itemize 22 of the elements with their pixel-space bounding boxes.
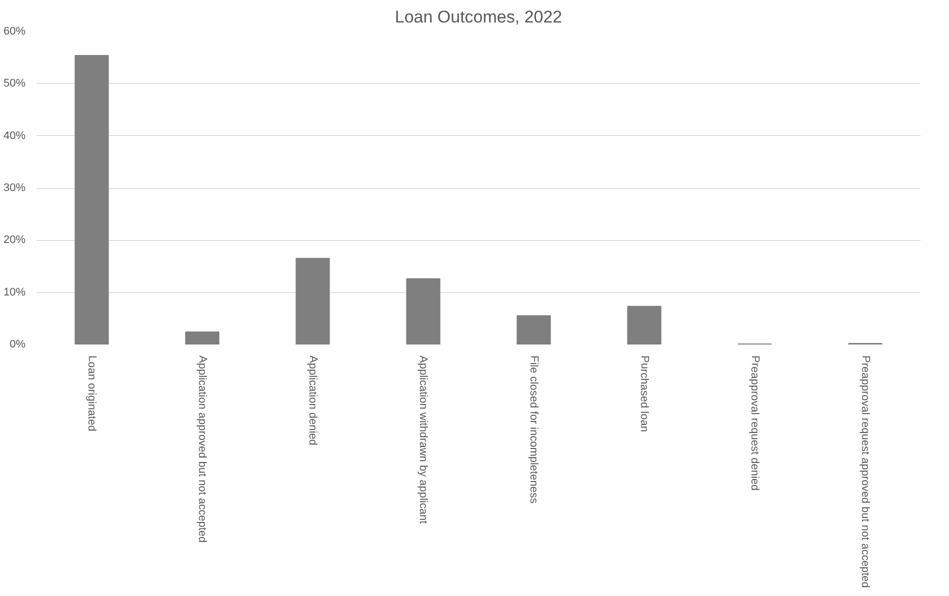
x-tick-label: Preapproval request approved but not accepted — [859, 356, 872, 588]
x-tick-label: Application withdrawn by applicant — [417, 356, 430, 524]
y-tick-label: 0% — [10, 338, 26, 350]
x-tick-label: Preapproval request denied — [748, 356, 761, 491]
x-tick-label: Purchased loan — [638, 356, 650, 432]
y-tick-label: 20% — [3, 234, 26, 246]
bar — [627, 306, 662, 344]
y-tick-label: 10% — [3, 286, 26, 298]
y-tick-label: 60% — [3, 26, 26, 38]
y-tick-label: 50% — [3, 78, 26, 90]
bar — [516, 315, 551, 344]
bar — [406, 278, 440, 344]
x-tick-label: Loan originated — [86, 356, 98, 432]
chart-title: Loan Outcomes, 2022 — [394, 8, 562, 26]
x-tick-label: File closed for incompleteness — [528, 356, 540, 504]
x-tick-label: Application approved but not accepted — [196, 356, 208, 543]
y-tick-label: 30% — [3, 182, 26, 194]
bar — [74, 54, 109, 344]
bar — [185, 331, 220, 344]
bar — [296, 258, 330, 344]
y-tick-label: 40% — [3, 130, 26, 142]
x-tick-label: Application denied — [306, 356, 319, 446]
